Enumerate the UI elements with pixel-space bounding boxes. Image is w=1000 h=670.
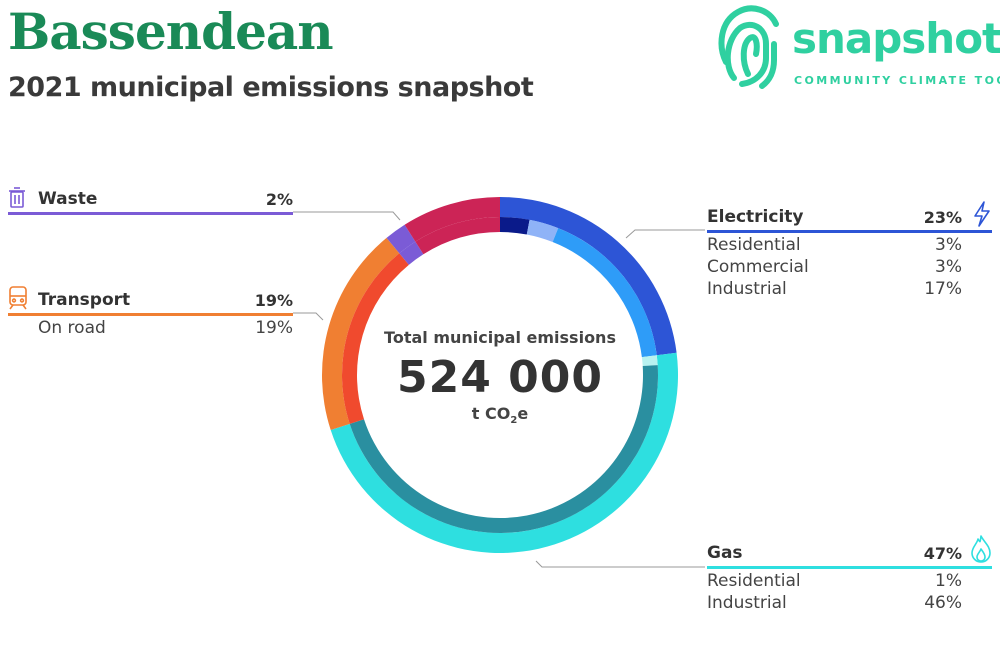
donut-slice-other <box>404 197 500 242</box>
electricity-legend: Electricity 23% Residential 3% Commercia… <box>707 201 992 299</box>
transport-on-road-label: On road <box>38 318 106 338</box>
gas-label: Gas <box>707 543 743 563</box>
flame-icon <box>971 535 991 563</box>
trash-icon <box>9 187 25 208</box>
electricity-residential-row: Residential 3% <box>707 233 992 255</box>
waste-leader-line <box>293 211 401 221</box>
logo-wordmark: snapshot <box>792 14 1000 63</box>
gas-industrial-percent: 46% <box>924 593 962 613</box>
electricity-industrial-label: Industrial <box>707 279 787 299</box>
transport-label: Transport <box>38 290 131 310</box>
electricity-commercial-percent: 3% <box>935 257 962 277</box>
page-subtitle: 2021 municipal emissions snapshot <box>8 72 534 103</box>
electricity-commercial-label: Commercial <box>707 257 809 277</box>
electricity-label: Electricity <box>707 207 804 227</box>
waste-label: Waste <box>38 189 98 209</box>
gas-leader-line <box>535 560 705 568</box>
donut-sub-slice-other-other <box>415 217 500 255</box>
gas-rule <box>707 566 992 569</box>
fingerprint-logo-icon <box>718 5 779 89</box>
gas-industrial-label: Industrial <box>707 593 787 613</box>
gas-legend: Gas 47% Residential 1% Industrial 46% <box>707 535 992 613</box>
emissions-unit: t CO2e <box>471 404 529 427</box>
donut-slice-electricity <box>500 197 677 356</box>
gas-percent: 47% <box>923 544 962 563</box>
page-title: Bassendean <box>8 2 334 61</box>
donut-sub-slice-waste-waste <box>399 241 424 265</box>
gas-industrial-row: Industrial 46% <box>707 591 992 613</box>
logo-tagline: COMMUNITY CLIMATE TOOL <box>794 74 1000 87</box>
donut-slice-waste <box>386 224 416 254</box>
transport-legend: Transport 19% On road 19% <box>8 286 293 338</box>
electricity-residential-label: Residential <box>707 235 801 255</box>
donut-sub-slice-electricity-industrial <box>552 228 657 358</box>
train-icon <box>9 286 27 310</box>
electricity-residential-percent: 3% <box>935 235 962 255</box>
waste-percent: 2% <box>265 190 293 209</box>
transport-on-road-percent: 19% <box>255 318 293 338</box>
donut-sub-slice-gas-residential <box>641 355 658 367</box>
transport-rule <box>8 313 293 316</box>
gas-residential-label: Residential <box>707 571 801 591</box>
donut-sub-slice-electricity-residential <box>500 217 530 235</box>
transport-leader-line <box>293 312 324 321</box>
gas-residential-row: Residential 1% <box>707 569 992 591</box>
electricity-rule <box>707 230 992 233</box>
lightning-icon <box>974 201 990 227</box>
waste-rule <box>8 212 293 215</box>
electricity-industrial-row: Industrial 17% <box>707 277 992 299</box>
donut-sub-slice-transport-on-road <box>341 253 409 424</box>
snapshot-logo: snapshot COMMUNITY CLIMATE TOOL <box>712 0 1000 92</box>
electricity-industrial-percent: 17% <box>924 279 962 299</box>
transport-subcategory-row: On road 19% <box>8 316 293 338</box>
electricity-leader-line <box>625 229 705 239</box>
transport-percent: 19% <box>254 291 293 310</box>
electricity-commercial-row: Commercial 3% <box>707 255 992 277</box>
total-emissions-value: 524 000 <box>396 352 603 403</box>
donut-sub-slice-electricity-commercial <box>526 219 559 243</box>
gas-residential-percent: 1% <box>935 571 962 591</box>
waste-legend: Waste 2% <box>8 186 293 215</box>
electricity-percent: 23% <box>923 208 962 227</box>
donut-slice-transport <box>322 237 400 431</box>
center-label: Total municipal emissions <box>384 328 616 347</box>
